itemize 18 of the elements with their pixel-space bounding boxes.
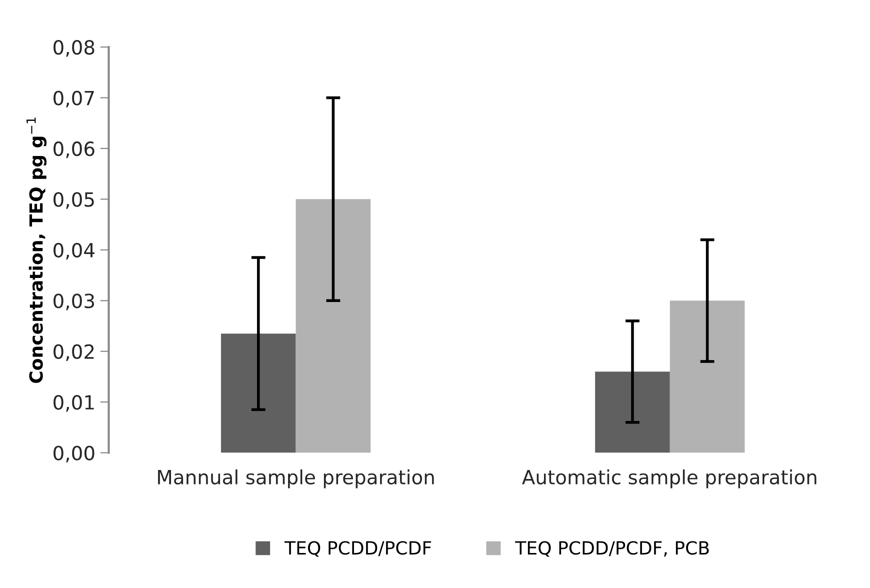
- y-tick-label: 0,08: [54, 40, 94, 57]
- bar: [595, 372, 670, 453]
- y-tick-label: 0,07: [54, 90, 94, 108]
- y-tick-label: 0,06: [54, 141, 94, 158]
- bar: [220, 334, 296, 453]
- y-tick-label: 0,01: [54, 395, 94, 412]
- x-tick-label: Automatic sample preparation: [522, 469, 816, 488]
- y-tick-label: 0,05: [54, 192, 94, 209]
- x-tick-label: Mannual sample preparation: [158, 469, 434, 488]
- y-axis-title: Concentration, TEQ pg g$^{−1}$: [26, 118, 47, 383]
- bar: [296, 199, 371, 453]
- y-tick-label: 0,02: [54, 344, 94, 361]
- y-tick-label: 0,00: [54, 446, 94, 462]
- y-tick-label: 0,03: [54, 294, 94, 310]
- bar: [670, 300, 745, 453]
- legend-label: TEQ PCDD/PCDF: [284, 541, 432, 557]
- legend-label: TEQ PCDD/PCDF, PCB: [515, 541, 709, 557]
- y-tick-label: 0,04: [54, 242, 94, 260]
